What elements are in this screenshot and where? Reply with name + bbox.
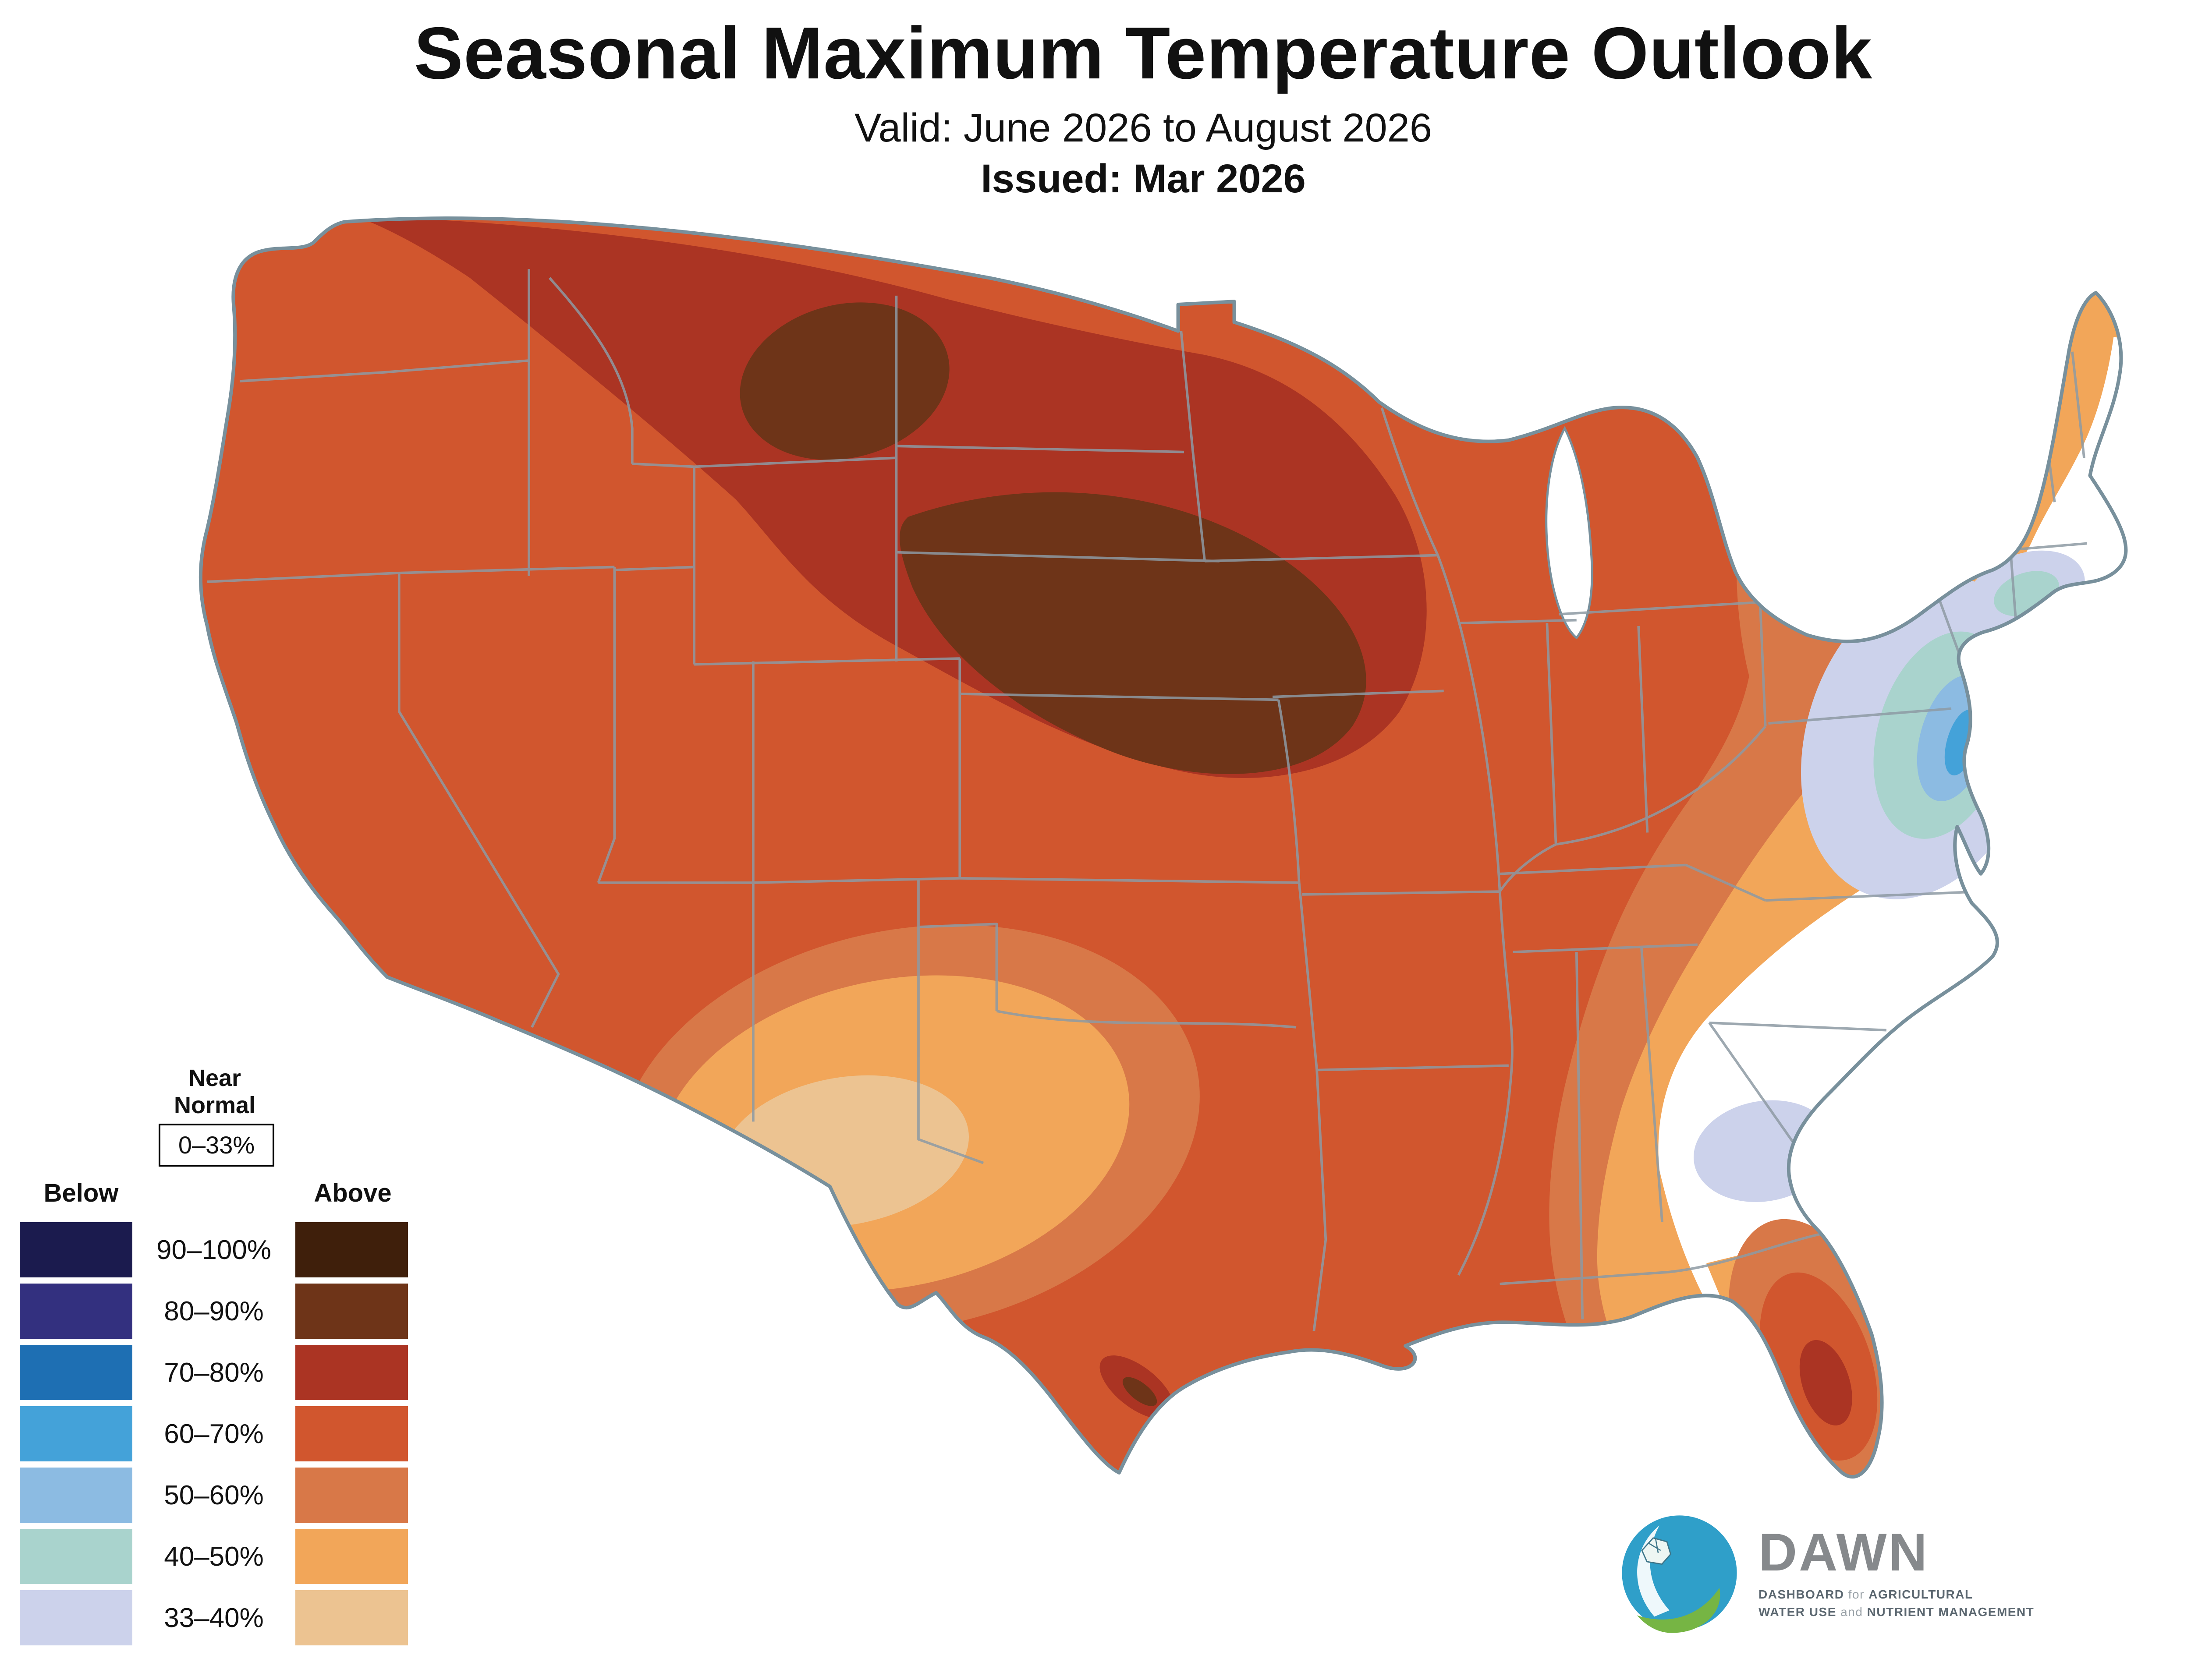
legend-near-normal-range: 0–33% — [159, 1124, 274, 1167]
region-texas-coast-80-90 — [1122, 1377, 1157, 1406]
legend-range-label: 40–50% — [164, 1541, 264, 1572]
legend-below-swatch — [20, 1284, 132, 1339]
legend-row: 90–100% — [20, 1222, 408, 1277]
dawn-tagline-line2: WATER USE and NUTRIENT MANAGEMENT — [1758, 1603, 2034, 1620]
legend-range-label: 90–100% — [156, 1234, 272, 1265]
legend-above-swatch — [295, 1222, 408, 1277]
map-fill-regions — [200, 218, 2126, 1477]
legend-scale: 90–100% 80–90% 70–80% 60–70% 50–60% 40–5… — [20, 1222, 408, 1652]
tagline-for: for — [1848, 1588, 1865, 1602]
legend-range-label: 50–60% — [164, 1480, 264, 1510]
logo-field-lines — [1648, 1539, 1661, 1553]
page-title: Seasonal Maximum Temperature Outlook — [414, 12, 1873, 94]
legend-below-swatch — [20, 1406, 132, 1461]
region-norcal-coast-sliver — [200, 546, 202, 612]
legend-near-normal-label: Near Normal — [174, 1065, 256, 1119]
region-above-80-90-plains — [900, 492, 1366, 775]
legend-below-swatch — [20, 1529, 132, 1584]
dawn-tagline: DASHBOARD for AGRICULTURAL WATER USE and… — [1758, 1586, 2034, 1620]
legend-row: 70–80% — [20, 1345, 408, 1400]
dawn-logo: DAWN DASHBOARD for AGRICULTURAL WATER US… — [1617, 1510, 2034, 1635]
valid-period: Valid: June 2026 to August 2026 — [854, 106, 1432, 150]
legend-below-swatch — [20, 1222, 132, 1277]
legend-row: 50–60% — [20, 1468, 408, 1523]
legend-row: 40–50% — [20, 1529, 408, 1584]
tagline-nutrient-management: NUTRIENT MANAGEMENT — [1867, 1605, 2035, 1619]
legend-below-swatch — [20, 1590, 132, 1645]
legend-range-label: 80–90% — [164, 1296, 264, 1326]
tagline-agricultural: AGRICULTURAL — [1868, 1588, 1973, 1602]
us-outline — [199, 216, 2128, 1479]
dawn-tagline-line1: DASHBOARD for AGRICULTURAL — [1758, 1586, 2034, 1603]
dawn-wordmark: DAWN — [1758, 1522, 1929, 1582]
tagline-water-use: WATER USE — [1758, 1605, 1836, 1619]
us-map-svg — [199, 216, 2128, 1479]
legend-below-label: Below — [43, 1179, 119, 1207]
legend-below-swatch — [20, 1345, 132, 1400]
legend-above-swatch — [295, 1406, 408, 1461]
logo-field-map — [1641, 1537, 1672, 1565]
lake-michigan — [1545, 426, 1593, 640]
legend-range-label: 33–40% — [164, 1602, 264, 1633]
issued-date: Issued: Mar 2026 — [981, 156, 1306, 201]
legend-below-swatch — [20, 1468, 132, 1523]
legend-range-label: 70–80% — [164, 1357, 264, 1388]
legend-row: 33–40% — [20, 1590, 408, 1645]
legend-above-swatch — [295, 1284, 408, 1339]
legend-row: 80–90% — [20, 1284, 408, 1339]
dawn-logo-icon — [1622, 1515, 1737, 1633]
tagline-dashboard: DASHBOARD — [1758, 1588, 1844, 1602]
legend-above-swatch — [295, 1590, 408, 1645]
region-florida-70-80 — [1799, 1340, 1852, 1425]
legend-above-swatch — [295, 1345, 408, 1400]
dawn-logo-text: DAWN DASHBOARD for AGRICULTURAL WATER US… — [1758, 1525, 2034, 1620]
tagline-and: and — [1840, 1605, 1863, 1619]
legend-range-label: 60–70% — [164, 1418, 264, 1449]
us-outlook-map — [163, 206, 2140, 1492]
legend-row: 60–70% — [20, 1406, 408, 1461]
legend-above-swatch — [295, 1529, 408, 1584]
legend-above-label: Above — [314, 1179, 392, 1207]
legend-above-swatch — [295, 1468, 408, 1523]
logo-leaf — [1637, 1588, 1720, 1633]
